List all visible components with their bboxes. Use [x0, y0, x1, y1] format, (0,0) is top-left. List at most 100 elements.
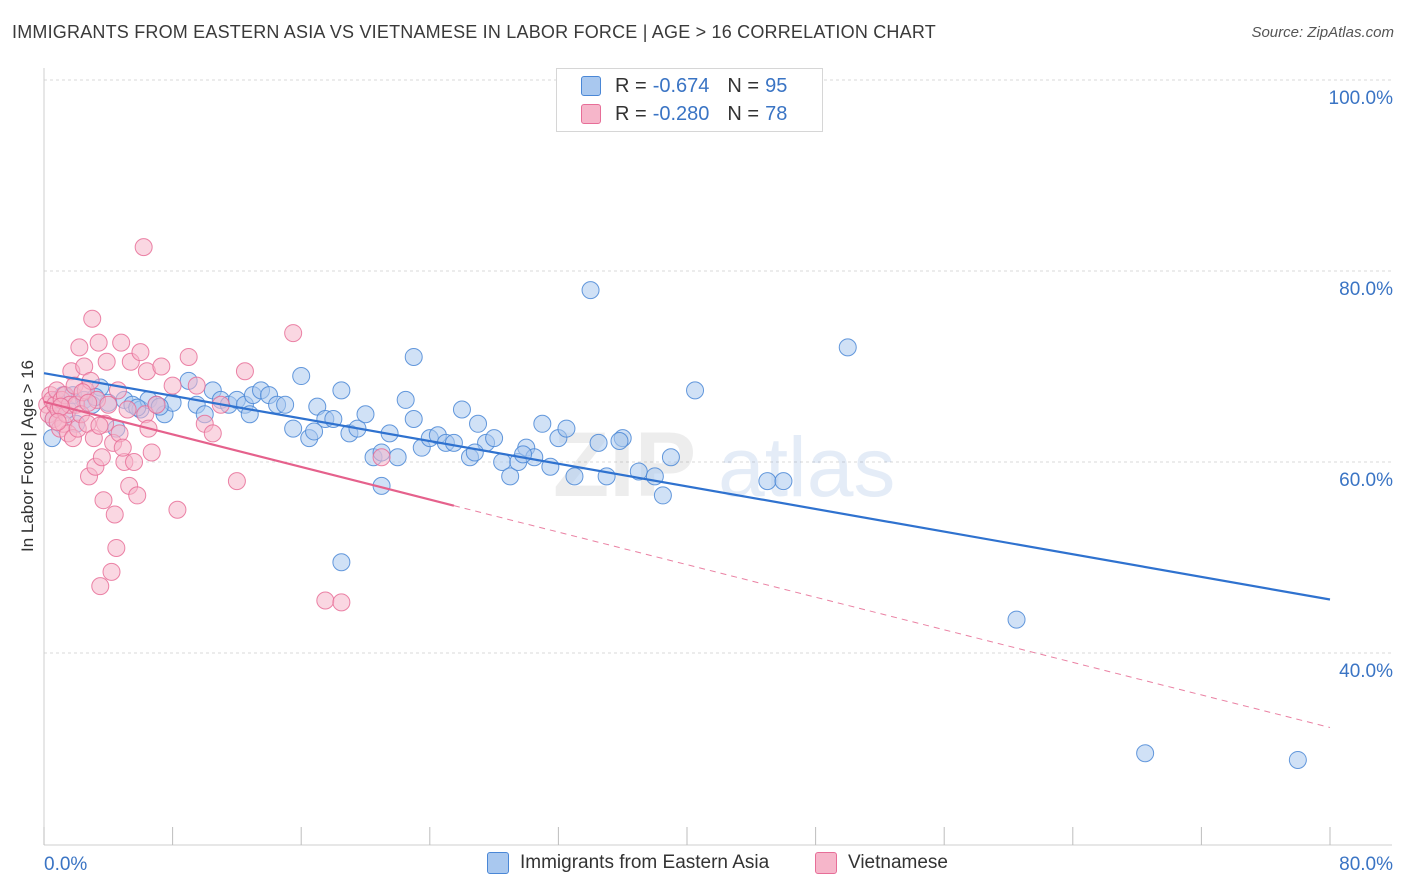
- point-vietnamese: [131, 343, 150, 362]
- bottom-legend-label-blue: Immigrants from Eastern Asia: [520, 852, 770, 873]
- point-vietnamese: [99, 395, 118, 414]
- point-eastern-asia: [758, 472, 777, 491]
- point-vietnamese: [90, 416, 109, 435]
- watermark-atlas: atlas: [718, 420, 895, 514]
- point-eastern-asia: [589, 433, 608, 452]
- point-eastern-asia: [501, 467, 520, 486]
- chart-title: IMMIGRANTS FROM EASTERN ASIA VS VIETNAME…: [12, 22, 936, 42]
- point-vietnamese: [89, 333, 108, 352]
- legend-box: R = -0.674 N = 95 R = -0.280 N = 78: [556, 68, 823, 132]
- point-vietnamese: [163, 376, 182, 395]
- point-vietnamese: [70, 338, 89, 357]
- y-tick-label: 100.0%: [1329, 88, 1394, 109]
- legend-r-value-pink: -0.280: [652, 102, 710, 125]
- trend-lines: [43, 372, 1331, 728]
- point-vietnamese: [134, 238, 153, 257]
- point-eastern-asia: [774, 472, 793, 491]
- bottom-legend-swatch-pink: [815, 852, 837, 874]
- point-vietnamese: [203, 424, 222, 443]
- point-vietnamese: [125, 453, 144, 471]
- point-eastern-asia: [284, 419, 303, 438]
- x-tick-label-min: 0.0%: [44, 854, 87, 875]
- bottom-legend-pink: Vietnamese: [815, 852, 948, 874]
- point-eastern-asia: [1007, 610, 1026, 629]
- point-eastern-asia: [276, 395, 295, 414]
- point-eastern-asia: [305, 422, 324, 441]
- legend-r-value-blue: -0.674: [652, 74, 710, 97]
- point-eastern-asia: [1288, 750, 1307, 769]
- point-vietnamese: [332, 593, 351, 612]
- trend-line-solid: [43, 372, 1331, 601]
- point-vietnamese: [97, 352, 116, 371]
- point-eastern-asia: [653, 486, 672, 505]
- watermark: ZIP atlas: [553, 414, 895, 516]
- point-eastern-asia: [465, 443, 484, 462]
- point-eastern-asia: [388, 448, 407, 467]
- point-vietnamese: [152, 357, 171, 376]
- point-vietnamese: [94, 491, 113, 510]
- point-vietnamese: [118, 400, 137, 419]
- legend-row-pink: R = -0.280 N = 78: [581, 101, 787, 127]
- tick-labels: 100.0% 80.0% 60.0% 40.0% 0.0% 80.0%: [44, 88, 1393, 875]
- point-eastern-asia: [514, 445, 533, 464]
- trend-line-dashed: [453, 505, 1331, 728]
- point-eastern-asia: [686, 381, 705, 400]
- point-vietnamese: [92, 448, 111, 467]
- point-vietnamese: [235, 362, 254, 381]
- point-vietnamese: [179, 347, 198, 366]
- bottom-legend: Immigrants from Eastern Asia Vietnamese: [0, 852, 1406, 878]
- point-eastern-asia: [404, 410, 423, 429]
- point-vietnamese: [227, 472, 246, 491]
- chart-source: Source: ZipAtlas.com: [1251, 24, 1394, 41]
- point-vietnamese: [187, 376, 206, 395]
- x-tick-label-max: 80.0%: [1339, 854, 1393, 875]
- point-vietnamese: [142, 443, 161, 462]
- series-vietnamese: [38, 238, 391, 612]
- legend-n-label: N =: [727, 74, 760, 97]
- point-vietnamese: [128, 486, 147, 505]
- point-eastern-asia: [485, 429, 504, 448]
- legend-n-label: N =: [727, 102, 760, 125]
- point-vietnamese: [91, 577, 110, 596]
- legend-swatch-blue: [581, 76, 601, 96]
- bottom-legend-blue: Immigrants from Eastern Asia: [487, 852, 769, 874]
- point-eastern-asia: [661, 448, 680, 467]
- point-eastern-asia: [444, 433, 463, 452]
- bottom-legend-swatch-blue: [487, 852, 509, 874]
- point-eastern-asia: [838, 338, 857, 357]
- point-vietnamese: [107, 538, 126, 557]
- point-vietnamese: [284, 324, 303, 343]
- legend-swatch-pink: [581, 104, 601, 124]
- point-eastern-asia: [356, 405, 375, 424]
- y-tick-label: 40.0%: [1339, 661, 1393, 682]
- legend-n-value-pink: 78: [765, 102, 788, 125]
- legend-row-blue: R = -0.674 N = 95: [581, 73, 787, 99]
- point-eastern-asia: [581, 281, 600, 300]
- point-vietnamese: [316, 591, 335, 610]
- bottom-legend-label-pink: Vietnamese: [848, 852, 948, 873]
- axes: [43, 68, 1392, 846]
- legend-r-label: R =: [615, 102, 647, 125]
- point-eastern-asia: [565, 467, 584, 486]
- point-vietnamese: [79, 393, 98, 412]
- legend-n-value-blue: 95: [765, 74, 788, 97]
- trend-line-solid: [43, 400, 455, 507]
- point-eastern-asia: [557, 419, 576, 438]
- point-vietnamese: [113, 438, 132, 457]
- point-vietnamese: [372, 448, 391, 467]
- point-eastern-asia: [332, 553, 351, 572]
- point-vietnamese: [105, 505, 124, 524]
- point-eastern-asia: [396, 390, 415, 409]
- point-eastern-asia: [469, 414, 488, 433]
- point-vietnamese: [147, 395, 166, 414]
- point-eastern-asia: [533, 414, 552, 433]
- point-eastern-asia: [404, 347, 423, 366]
- point-vietnamese: [112, 333, 131, 352]
- point-eastern-asia: [1136, 744, 1155, 763]
- point-eastern-asia: [332, 381, 351, 400]
- legend-r-label: R =: [615, 74, 647, 97]
- point-eastern-asia: [292, 367, 311, 386]
- y-tick-label: 60.0%: [1339, 470, 1393, 491]
- point-vietnamese: [83, 309, 102, 328]
